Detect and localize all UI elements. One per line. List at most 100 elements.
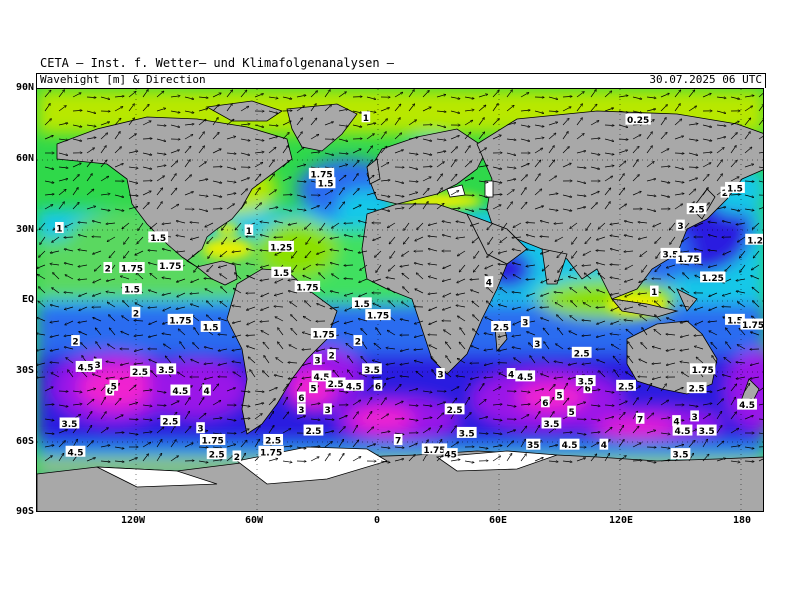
direction-arrow <box>184 192 193 196</box>
direction-arrow <box>730 133 737 140</box>
direction-arrow <box>128 167 138 168</box>
direction-arrow <box>632 96 642 99</box>
direction-arrow <box>358 236 368 237</box>
direction-arrow <box>646 208 656 211</box>
direction-arrow <box>344 320 354 324</box>
direction-arrow <box>464 96 474 99</box>
direction-arrow <box>78 250 88 252</box>
direction-arrow <box>324 105 332 112</box>
direction-arrow <box>674 104 680 112</box>
direction-arrow <box>376 328 382 336</box>
wave-height-value: 3.5 <box>699 427 715 437</box>
direction-arrow <box>268 190 276 196</box>
direction-arrow <box>598 222 606 229</box>
direction-arrow <box>660 118 666 126</box>
direction-arrow <box>218 348 228 351</box>
direction-arrow <box>618 110 628 113</box>
direction-arrow <box>58 167 68 168</box>
direction-arrow <box>590 203 597 210</box>
direction-arrow <box>120 276 130 280</box>
direction-arrow <box>218 318 228 322</box>
direction-arrow <box>444 330 452 336</box>
direction-arrow <box>240 178 249 182</box>
direction-arrow <box>226 166 236 169</box>
direction-arrow <box>520 93 529 98</box>
wave-height-value: 3 <box>522 319 528 329</box>
direction-arrow <box>450 208 460 209</box>
direction-arrow <box>191 278 200 282</box>
direction-arrow <box>122 222 130 229</box>
direction-arrow <box>278 342 284 350</box>
direction-arrow <box>254 203 262 210</box>
direction-arrow <box>128 195 138 196</box>
direction-arrow <box>50 362 60 363</box>
direction-arrow <box>274 292 284 296</box>
direction-arrow <box>226 204 234 210</box>
direction-arrow <box>345 306 354 311</box>
wave-height-label: 1 <box>649 285 659 298</box>
direction-arrow <box>688 178 698 182</box>
direction-arrow <box>180 342 186 350</box>
direction-arrow <box>456 237 466 238</box>
wave-height-value: 3.5 <box>459 429 475 439</box>
direction-arrow <box>268 110 278 113</box>
direction-arrow <box>100 122 110 126</box>
direction-arrow <box>128 134 136 140</box>
direction-arrow <box>708 222 718 223</box>
direction-arrow <box>192 315 200 322</box>
wave-height-value: 2 <box>355 338 361 348</box>
direction-arrow <box>711 342 718 350</box>
direction-arrow <box>548 160 555 168</box>
direction-arrow <box>170 204 179 210</box>
direction-arrow <box>282 208 292 211</box>
direction-arrow <box>484 333 494 336</box>
direction-arrow <box>72 202 79 210</box>
direction-arrow <box>680 320 690 323</box>
wave-height-value: 1.5 <box>354 300 370 310</box>
wave-height-value: 3 <box>298 406 304 416</box>
direction-arrow <box>380 119 388 126</box>
direction-arrow <box>106 223 116 224</box>
direction-arrow <box>324 152 334 155</box>
direction-arrow <box>305 222 312 229</box>
direction-arrow <box>156 188 163 196</box>
direction-arrow <box>646 195 656 196</box>
direction-arrow <box>86 97 96 98</box>
direction-arrow <box>37 317 46 322</box>
direction-arrow <box>338 153 348 154</box>
direction-arrow <box>39 287 46 294</box>
wave-height-value: 4.5 <box>739 401 755 411</box>
direction-arrow <box>240 90 247 98</box>
direction-arrow <box>72 124 82 127</box>
wave-height-label: 2.5 <box>263 433 284 446</box>
direction-arrow <box>597 360 606 364</box>
direction-arrow <box>570 222 578 229</box>
direction-arrow <box>557 315 564 322</box>
direction-arrow <box>530 356 536 364</box>
wave-height-label: 5 <box>567 405 576 418</box>
direction-arrow <box>739 250 746 258</box>
direction-arrow <box>500 236 508 243</box>
direction-arrow <box>156 202 162 210</box>
direction-arrow <box>485 264 494 269</box>
direction-arrow <box>512 249 522 252</box>
wave-height-value: 2 <box>234 453 240 463</box>
direction-arrow <box>100 146 106 154</box>
wave-height-label: 7 <box>635 412 645 425</box>
direction-arrow <box>739 328 746 336</box>
wave-height-label: 6 <box>541 396 550 409</box>
direction-arrow <box>388 264 396 271</box>
direction-arrow <box>86 148 94 154</box>
wave-height-label: 1.75 <box>157 259 183 272</box>
direction-arrow <box>142 191 151 196</box>
wave-height-label: 2.5 <box>303 424 324 437</box>
direction-arrow <box>526 235 536 238</box>
direction-arrow <box>170 124 180 127</box>
direction-arrow <box>338 175 346 182</box>
wave-height-label: 1.75 <box>199 433 226 446</box>
direction-arrow <box>758 152 763 154</box>
lat-tick-90s: 90S <box>15 506 34 517</box>
direction-arrow <box>254 138 264 141</box>
direction-arrow <box>618 174 624 182</box>
direction-arrow <box>632 135 641 140</box>
